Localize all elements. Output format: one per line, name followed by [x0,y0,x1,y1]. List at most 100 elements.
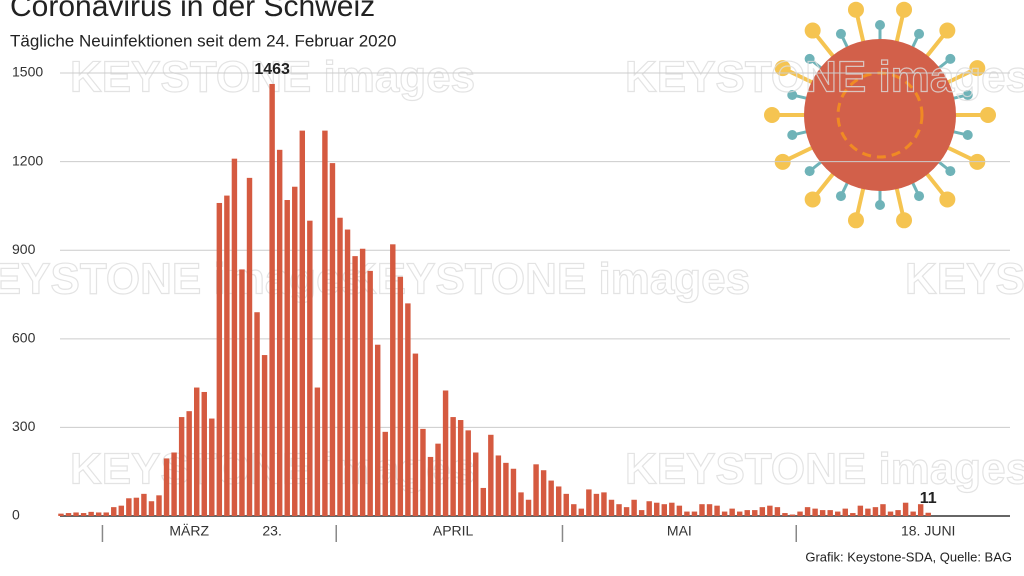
bar [480,487,487,516]
bar [390,244,396,516]
data-label: 11 [920,490,937,507]
virus-illustration [764,1,996,229]
bar [586,489,592,516]
bar [555,486,562,516]
bar [533,464,539,516]
bar [548,480,554,516]
virus-spike-tip [804,22,821,39]
virus-spike-tip [962,130,973,141]
bar [819,510,826,516]
bar [65,513,72,516]
x-tick-label: MAI [667,523,692,539]
bar [209,418,215,516]
watermark: KEYSTONE images [625,445,1024,494]
source-note: Grafik: Keystone-SDA, Quelle: BAG [805,549,1012,564]
bar [307,220,313,516]
y-tick-label: 1200 [12,152,43,168]
bar [661,504,667,516]
bar [895,510,901,516]
x-tick-label: APRIL [433,523,474,539]
bar [88,511,94,516]
bar [427,456,434,516]
virus-spike-tip [787,89,798,100]
bar [269,83,275,516]
virus-spike-tip [939,191,956,208]
bar [224,195,230,516]
bar [902,502,909,516]
y-tick-label: 1500 [12,64,43,80]
virus-spike-tip [847,212,864,229]
bar [239,269,245,516]
y-tick-label: 300 [12,418,36,434]
bar [925,512,931,516]
bar [103,512,109,516]
bar [759,507,766,516]
bar [337,217,343,516]
virus-spike-tip [945,53,956,64]
bar [646,501,652,516]
bar [699,504,705,516]
bar [442,390,449,516]
virus-spike-tip [980,107,996,123]
virus-spike-tip [847,1,864,18]
bar [714,505,720,516]
bar [782,513,788,516]
bar [435,443,441,516]
bar [691,511,698,516]
bar [465,430,471,516]
virus-spike-tip [939,22,956,39]
bar [623,507,630,516]
bar [359,248,366,516]
bar [638,510,645,516]
bar [917,504,924,516]
bar [752,510,758,516]
x-tick-label: 23. [262,523,281,539]
bar [178,417,185,516]
bar [910,511,916,516]
bar [812,508,818,516]
bar [473,452,479,516]
bar [292,186,298,516]
bar [73,512,79,516]
bar [133,497,140,516]
virus-spike-tip [875,200,885,210]
virus-spike-tip [764,107,780,123]
bar [827,510,833,516]
virus-spike-tip [835,28,846,39]
virus-body [804,39,956,191]
bar [488,434,494,516]
bar [721,511,728,516]
data-label: 1463 [254,61,290,78]
chart-title: Coronavirus in der Schweiz [10,0,375,23]
bar [654,502,660,516]
bar [118,505,125,516]
virus-spike-tip [804,166,815,177]
bar [601,492,607,516]
y-tick-label: 900 [12,241,36,257]
bar [276,149,283,516]
bar [865,508,871,516]
bar [736,511,743,516]
bar [797,511,803,516]
virus-spike-tip [969,60,986,77]
x-tick-label: 18. JUNI [901,523,955,539]
bar [412,353,419,516]
bar [767,505,773,516]
bar [880,504,886,516]
bar [684,511,690,516]
bar [58,513,64,516]
bar [850,513,856,516]
bar [676,505,683,516]
bar [789,514,796,516]
bar [171,452,177,516]
bar [578,508,585,516]
virus-spike-tip [914,28,925,39]
bar [299,130,306,516]
bar [397,276,404,516]
bar [382,431,388,516]
bar [631,499,637,516]
virus-spike-tip [896,1,913,18]
bar [510,468,517,516]
bar [450,417,456,516]
bar [95,512,102,516]
